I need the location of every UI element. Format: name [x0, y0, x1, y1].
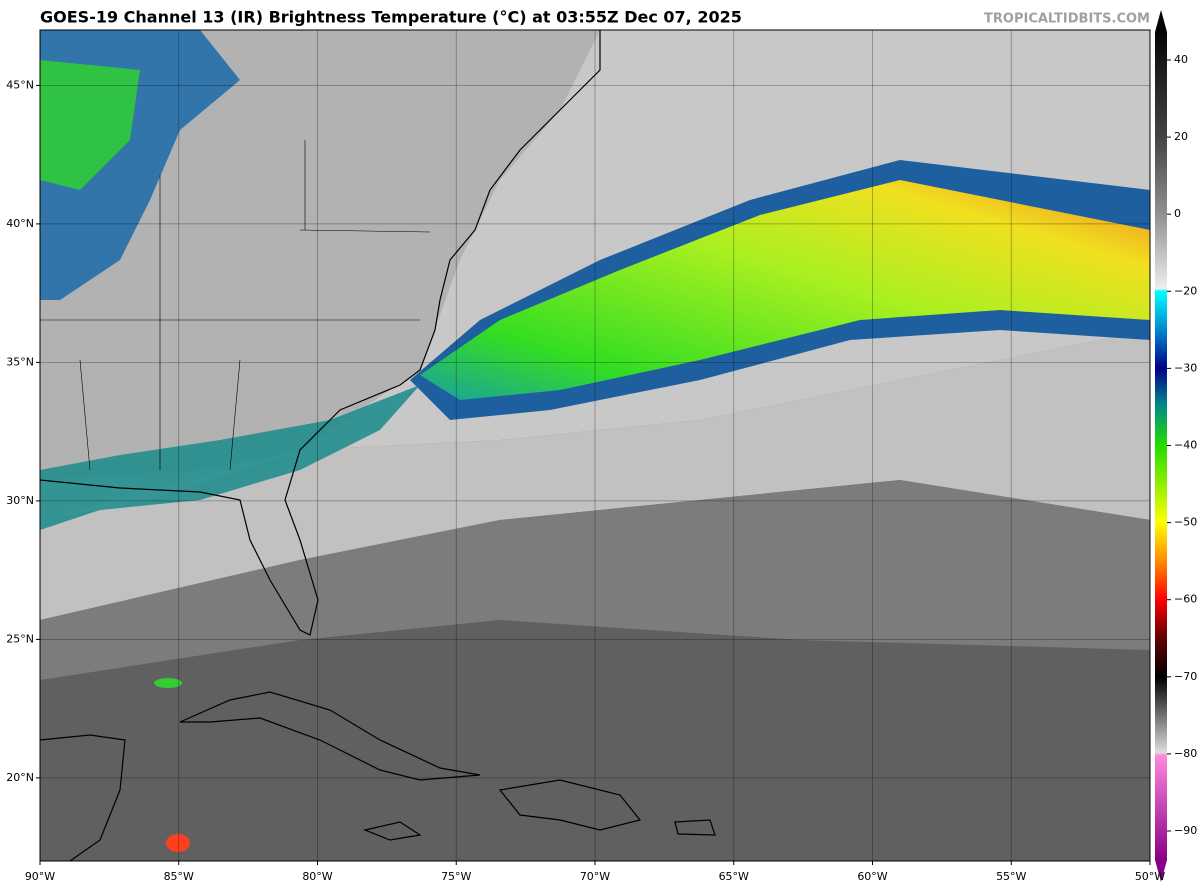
lon-tick-label: 60°W	[857, 870, 887, 883]
colorbar-extension	[1155, 860, 1167, 882]
title: GOES-19 Channel 13 (IR) Brightness Tempe…	[40, 8, 742, 27]
colorbar-tick-label: −50	[1174, 516, 1197, 529]
colorbar-tick-label: −70	[1174, 670, 1197, 683]
coastline	[362, 821, 422, 841]
state-borders	[40, 140, 431, 471]
coastline	[40, 30, 601, 636]
land-gray	[40, 30, 600, 480]
colorbar-tick-label: −40	[1174, 439, 1197, 452]
convective-cell	[154, 678, 182, 688]
coastline	[674, 819, 716, 836]
coastline	[498, 779, 642, 831]
colorbar-tick-label: 40	[1174, 53, 1188, 66]
colorbar-tick-label: −80	[1174, 747, 1197, 760]
gulf-clouds	[40, 385, 420, 530]
great-lakes-core	[40, 60, 140, 190]
colorbar-tick-label: −60	[1174, 593, 1197, 606]
lon-tick-label: 70°W	[580, 870, 610, 883]
credit: TROPICALTIDBITS.COM	[984, 12, 1150, 27]
lon-tick-label: 65°W	[719, 870, 749, 883]
mid-gray	[40, 480, 1150, 680]
cloud-band	[420, 180, 1150, 400]
convective-cell	[166, 834, 190, 852]
lon-tick-label: 80°W	[302, 870, 332, 883]
lat-tick-label: 25°N	[6, 632, 34, 645]
lon-tick-label: 55°W	[996, 870, 1026, 883]
cirrus-white	[40, 330, 1150, 620]
satellite-image	[40, 30, 1150, 861]
colorbar-tick-label: 20	[1174, 130, 1188, 143]
colorbar-tick-label: 0	[1174, 207, 1181, 220]
lat-tick-label: 35°N	[6, 355, 34, 368]
colorbar	[1155, 32, 1167, 860]
lon-tick-label: 85°W	[164, 870, 194, 883]
lon-tick-label: 90°W	[25, 870, 55, 883]
coastline	[40, 734, 126, 861]
lat-tick-label: 20°N	[6, 771, 34, 784]
lon-tick-label: 75°W	[441, 870, 471, 883]
colorbar-tick-label: −20	[1174, 284, 1197, 297]
lat-tick-label: 45°N	[6, 78, 34, 91]
colorbar-tick-label: −90	[1174, 824, 1197, 837]
colorbar-tick-label: −30	[1174, 361, 1197, 374]
lon-tick-label: 50°W	[1135, 870, 1165, 883]
coastline	[179, 691, 481, 781]
lat-tick-label: 40°N	[6, 217, 34, 230]
colorbar-extension	[1155, 10, 1167, 32]
lat-tick-label: 30°N	[6, 494, 34, 507]
